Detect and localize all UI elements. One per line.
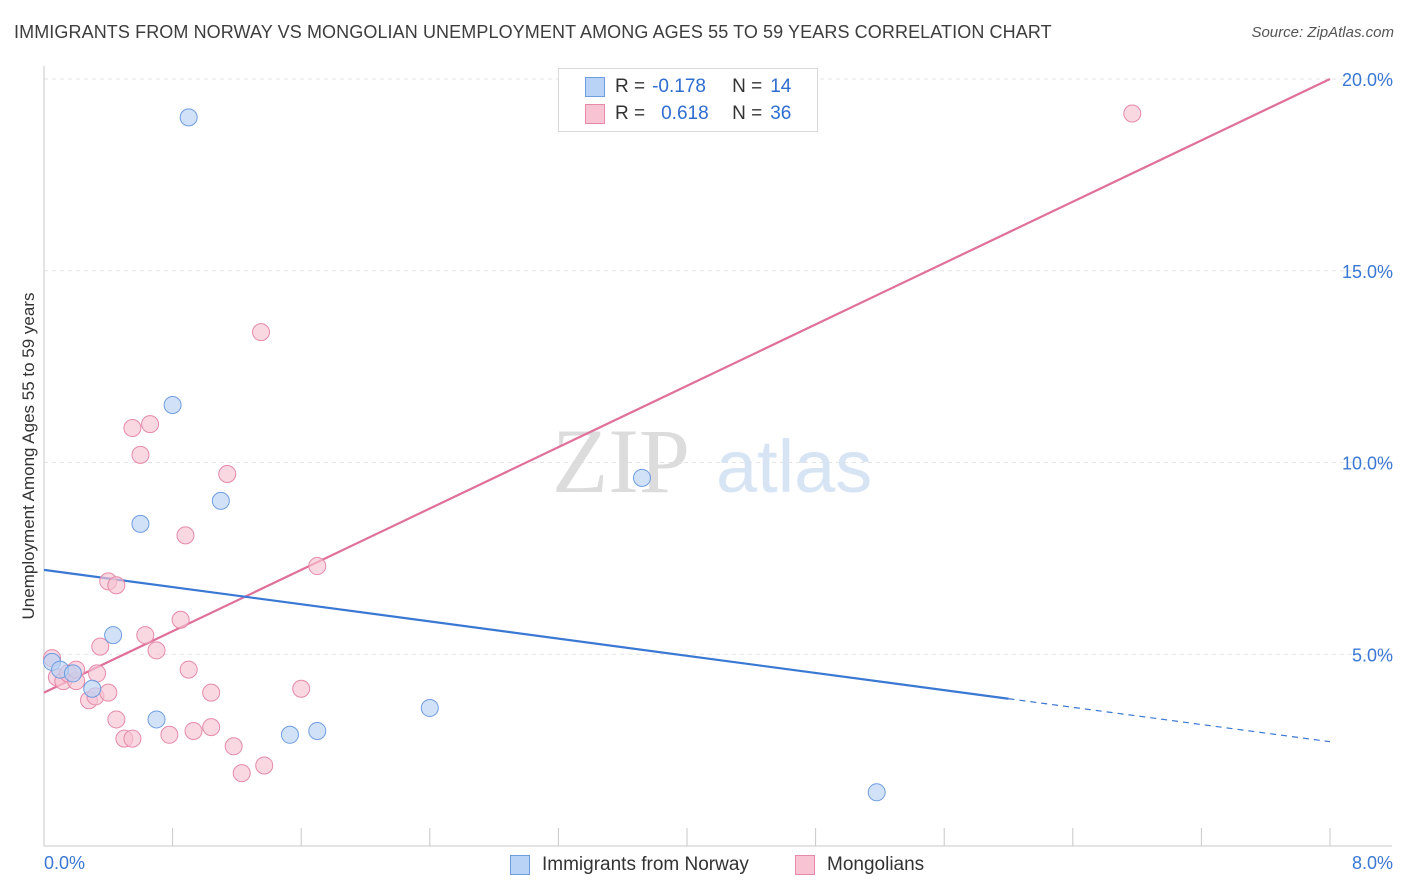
chart-title: IMMIGRANTS FROM NORWAY VS MONGOLIAN UNEM… <box>14 22 1052 42</box>
point-mongolians <box>255 756 274 775</box>
legend-n-value: 14 <box>770 76 792 97</box>
y-tick-label: 15.0% <box>1342 262 1393 282</box>
legend-r-label: R = <box>615 76 646 97</box>
series-swatch-norway <box>510 855 530 875</box>
point-mongolians <box>224 737 243 756</box>
point-norway <box>632 468 651 487</box>
point-mongolians <box>232 764 251 783</box>
point-norway <box>163 395 182 414</box>
point-mongolians <box>136 626 155 645</box>
y-axis-label: Unemployment Among Ages 55 to 59 years <box>19 293 38 620</box>
point-mongolians <box>176 526 195 545</box>
tick-labels: 5.0% 10.0% 15.0% 20.0% 0.0% 8.0% <box>44 70 1393 873</box>
point-mongolians <box>308 557 327 576</box>
legend-n-label: N = <box>732 76 763 97</box>
point-mongolians <box>184 721 203 740</box>
x-tick-label: 0.0% <box>44 853 85 873</box>
y-tick-label: 20.0% <box>1342 70 1393 90</box>
series-name-mongolians: Mongolians <box>827 854 925 875</box>
data-points <box>43 104 1142 802</box>
point-norway <box>280 725 299 744</box>
point-mongolians <box>202 718 221 737</box>
point-norway <box>63 664 82 683</box>
series-swatch-mongolians <box>795 855 815 875</box>
point-mongolians <box>160 725 179 744</box>
point-norway <box>147 710 166 729</box>
point-mongolians <box>107 710 126 729</box>
point-norway <box>211 491 230 510</box>
point-norway <box>179 108 198 127</box>
series-legend-mongolians: Mongolians <box>795 852 924 878</box>
point-mongolians <box>218 465 237 484</box>
point-mongolians <box>1123 104 1142 123</box>
trend-line-mongolians <box>43 78 1331 694</box>
point-mongolians <box>99 683 118 702</box>
y-tick-label: 10.0% <box>1342 454 1393 474</box>
point-mongolians <box>123 418 142 437</box>
watermark-zip: ZIP <box>552 410 690 512</box>
point-mongolians <box>123 729 142 748</box>
point-norway <box>104 626 123 645</box>
point-norway <box>420 698 439 717</box>
series-legend-norway: Immigrants from Norway <box>510 852 749 878</box>
series-name-norway: Immigrants from Norway <box>542 854 749 875</box>
point-mongolians <box>147 641 166 660</box>
legend-n-label: N = <box>732 103 763 124</box>
point-mongolians <box>202 683 221 702</box>
legend-swatch-norway <box>585 77 605 97</box>
point-norway <box>131 514 150 533</box>
point-mongolians <box>88 664 107 683</box>
y-tick-label: 5.0% <box>1352 645 1393 665</box>
legend-r-value: 0.618 <box>661 103 709 124</box>
legend-n-value: 36 <box>770 103 792 124</box>
legend-row-norway: R = -0.178 N = 14 <box>585 74 791 100</box>
trend-line-norway-extension <box>1008 698 1331 743</box>
trend-line-norway <box>43 568 1009 700</box>
point-norway <box>308 721 327 740</box>
point-mongolians <box>171 610 190 629</box>
trend-lines <box>43 78 1331 743</box>
point-mongolians <box>252 323 271 342</box>
point-mongolians <box>131 445 150 464</box>
point-mongolians <box>292 679 311 698</box>
point-mongolians <box>91 637 110 656</box>
watermark-atlas: atlas <box>716 425 872 508</box>
legend-swatch-mongolians <box>585 104 605 124</box>
legend-r-label: R = <box>615 103 646 124</box>
legend-r-value: -0.178 <box>652 76 706 97</box>
point-mongolians <box>179 660 198 679</box>
correlation-legend: R = -0.178 N = 14 R = 0.618 N = 36 <box>558 68 818 132</box>
point-norway <box>83 679 102 698</box>
source-label: Source: ZipAtlas.com <box>1251 24 1394 41</box>
axes <box>43 66 1392 847</box>
x-tick-label: 8.0% <box>1352 853 1393 873</box>
point-mongolians <box>107 576 126 595</box>
gridlines <box>44 78 1392 655</box>
point-norway <box>867 783 886 802</box>
point-mongolians <box>141 415 160 434</box>
legend-row-mongolians: R = 0.618 N = 36 <box>585 101 791 127</box>
